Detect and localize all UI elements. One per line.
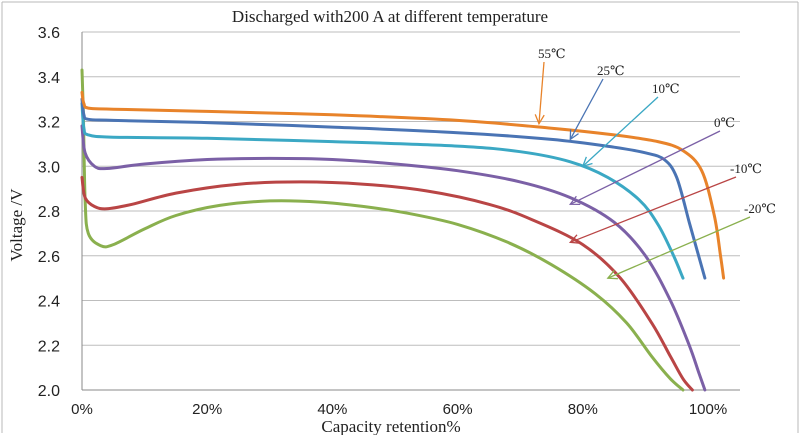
x-tick-label: 0% (71, 401, 93, 418)
series-line (80, 175, 694, 392)
series-arrow-head (581, 156, 593, 168)
series-arrow-head (569, 129, 579, 141)
x-axis-label: Capacity retention% (321, 417, 460, 435)
x-tick-label: 80% (568, 401, 598, 418)
chart-title: Discharged with200 A at different temper… (232, 7, 548, 26)
x-tick-label: 60% (443, 401, 473, 418)
series-arrow-head (568, 195, 581, 206)
series-labels: 55℃ 25℃ 10℃ 0℃ -10℃ -20℃ (534, 46, 776, 280)
y-tick-label: 3.2 (38, 115, 60, 132)
x-tick-label: 20% (192, 401, 222, 418)
series-lines (80, 68, 726, 392)
series-arrow-head (606, 270, 618, 280)
y-tick-label: 3.6 (38, 25, 60, 42)
x-tick-label: 40% (317, 401, 347, 418)
y-tick-labels: 2.0 2.2 2.4 2.6 2.8 3.0 3.2 3.4 3.6 (38, 25, 60, 400)
y-tick-label: 2.2 (38, 338, 60, 355)
series-label: 25℃ (597, 63, 625, 78)
series-arrow (582, 96, 659, 167)
y-tick-label: 2.8 (38, 204, 60, 221)
series-line (80, 90, 726, 280)
series-arrow-head (534, 114, 545, 126)
y-tick-label: 2.0 (38, 383, 60, 400)
y-tick-label: 3.4 (38, 70, 60, 87)
series-label: -20℃ (744, 201, 776, 216)
series-label: 0℃ (714, 115, 735, 130)
series-label: 55℃ (538, 46, 566, 61)
series-line (80, 68, 685, 392)
series-line (80, 124, 707, 392)
series-line (80, 102, 685, 280)
x-tick-label: 100% (689, 401, 727, 418)
series-label: 10℃ (652, 81, 680, 96)
y-axis-label: Voltage /V (7, 188, 26, 262)
y-tick-label: 2.6 (38, 249, 60, 266)
y-tick-label: 2.4 (38, 294, 60, 311)
series-arrow (570, 176, 737, 243)
series-arrow-head (568, 234, 581, 244)
x-tick-labels: 0% 20% 40% 60% 80% 100% (71, 401, 727, 418)
series-arrow (569, 130, 721, 205)
series-arrow (607, 216, 751, 279)
series-label: -10℃ (730, 161, 762, 176)
series-arrow (538, 61, 545, 124)
series-arrow (569, 78, 604, 140)
y-tick-label: 3.0 (38, 159, 60, 176)
series-line (80, 97, 707, 280)
